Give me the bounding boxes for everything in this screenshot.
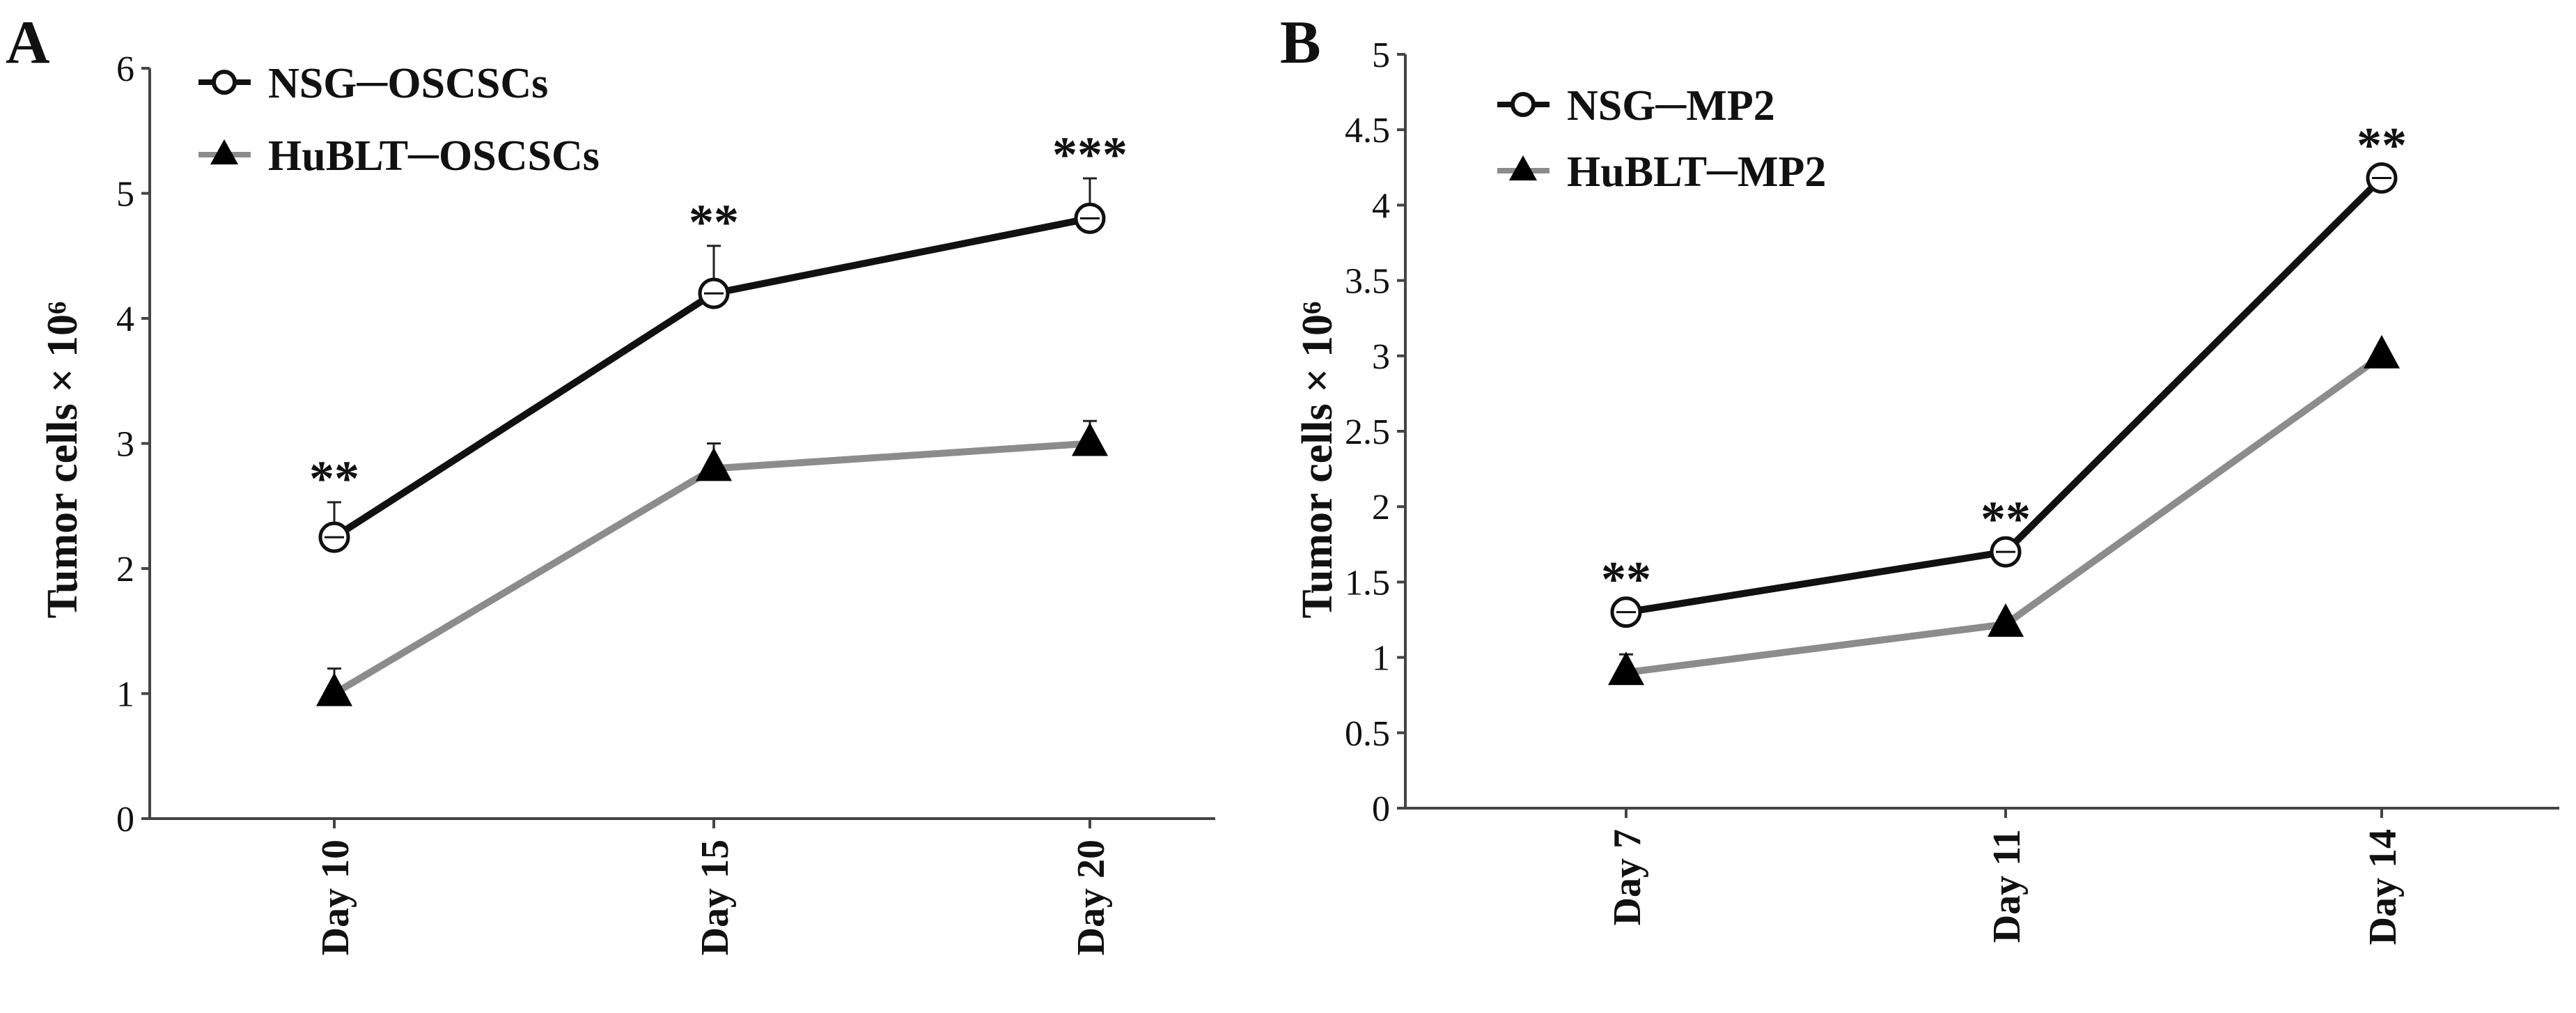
- y-ticks-b: 0 0.5 1 1.5 2 2.5 3 3.5 4 4.5 5: [1345, 36, 1405, 829]
- y-ticks-a: 0 1 2 3 4 5 6: [116, 49, 150, 840]
- data-point-hublt-a: [1072, 422, 1108, 456]
- y-tick-label-b: 0.5: [1345, 714, 1390, 754]
- series-hublt-b: [1608, 334, 2400, 686]
- annotations-a: *******: [309, 127, 1127, 506]
- chart-panel-a: A Tumor cells × 10⁶ 0 1 2 3 4 5 6 Day 10 Day 15…: [6, 9, 1215, 955]
- legend-item-nsg-oscscs: NSG─OSCSCs: [198, 60, 548, 107]
- legend-label-hublt-a: HuBLT─OSCSCs: [268, 132, 600, 180]
- y-tick-label-b: 1.5: [1345, 563, 1390, 603]
- y-tick-label-a: 5: [116, 175, 134, 215]
- data-point-hublt-a: [696, 447, 732, 481]
- legend-marker-hublt-b: [1509, 155, 1537, 180]
- significance-label-a: **: [309, 451, 359, 506]
- y-tick-label-b: 5: [1372, 36, 1390, 75]
- series-layer-b: [1608, 162, 2400, 686]
- x-tick-label-b: Day 7: [1606, 829, 1649, 925]
- y-tick-label-b: 2: [1372, 488, 1390, 527]
- chart-panel-b: B Tumor cells × 10⁶ 0 0.5 1 1.5 2 2.5 3 3.5 4 4.5…: [1280, 9, 2559, 945]
- legend-marker-nsg-a: [212, 70, 237, 95]
- legend-label-nsg-a: NSG─OSCSCs: [268, 60, 548, 107]
- x-tick-label-a: Day 20: [1070, 840, 1113, 955]
- panel-letter-b: B: [1280, 9, 1321, 77]
- legend-marker-nsg-b: [1511, 92, 1536, 117]
- series-nsg-a: [318, 177, 1106, 553]
- y-tick-label-b: 1: [1372, 639, 1390, 679]
- significance-label-b: **: [1601, 552, 1651, 608]
- series-nsg-b: [1610, 162, 2398, 628]
- series-layer-a: [316, 177, 1108, 706]
- legend-marker-hublt-a: [210, 139, 238, 164]
- significance-label-b: **: [1981, 491, 2031, 547]
- y-tick-label-a: 0: [116, 800, 134, 840]
- annotations-b: ** ** **: [1601, 117, 2407, 607]
- y-tick-label-b: 3: [1372, 337, 1390, 377]
- x-ticks-a: Day 10 Day 15 Day 20: [314, 819, 1113, 955]
- y-tick-label-b: 4: [1372, 186, 1390, 226]
- significance-label-a: ***: [1052, 127, 1127, 183]
- legend-a: NSG─OSCSCs HuBLT─OSCSCs: [198, 60, 600, 180]
- legend-label-nsg-b: NSG─MP2: [1567, 82, 1775, 130]
- y-tick-label-a: 4: [116, 300, 134, 339]
- y-tick-label-a: 2: [116, 550, 134, 589]
- y-tick-label-b: 0: [1372, 789, 1390, 829]
- series-line-nsg-a: [332, 215, 1091, 541]
- y-tick-label-a: 1: [116, 675, 134, 715]
- legend-item-hublt-oscscs: HuBLT─OSCSCs: [198, 132, 600, 180]
- y-axis-label-a: Tumor cells × 10⁶: [39, 301, 86, 618]
- y-tick-label-b: 2.5: [1345, 412, 1390, 452]
- data-point-hublt-b: [2364, 334, 2400, 369]
- significance-label-b: **: [2357, 117, 2407, 173]
- series-hublt-a: [316, 419, 1108, 706]
- y-axis-label-b: Tumor cells × 10⁶: [1294, 301, 1341, 618]
- y-tick-label-b: 4.5: [1345, 111, 1390, 150]
- data-point-hublt-b: [1988, 603, 2024, 637]
- x-tick-label-b: Day 14: [2362, 829, 2405, 945]
- x-ticks-b: Day 7 Day 11 Day 14: [1606, 808, 2405, 945]
- y-tick-label-a: 3: [116, 425, 134, 465]
- legend-label-hublt-b: HuBLT─MP2: [1567, 148, 1826, 196]
- legend-item-nsg-mp2: NSG─MP2: [1497, 82, 1775, 130]
- data-point-hublt-a: [316, 672, 352, 706]
- legend-b: NSG─MP2 HuBLT─MP2: [1497, 82, 1826, 196]
- panel-letter-a: A: [6, 9, 50, 77]
- data-point-hublt-b: [1608, 651, 1644, 686]
- significance-label-a: **: [689, 194, 739, 250]
- y-tick-label-b: 3.5: [1345, 262, 1390, 302]
- x-tick-label-a: Day 15: [694, 840, 737, 955]
- legend-item-hublt-mp2: HuBLT─MP2: [1497, 148, 1826, 196]
- y-tick-label-a: 6: [116, 49, 134, 89]
- x-tick-label-b: Day 11: [1985, 829, 2029, 943]
- x-tick-label-a: Day 10: [314, 840, 357, 955]
